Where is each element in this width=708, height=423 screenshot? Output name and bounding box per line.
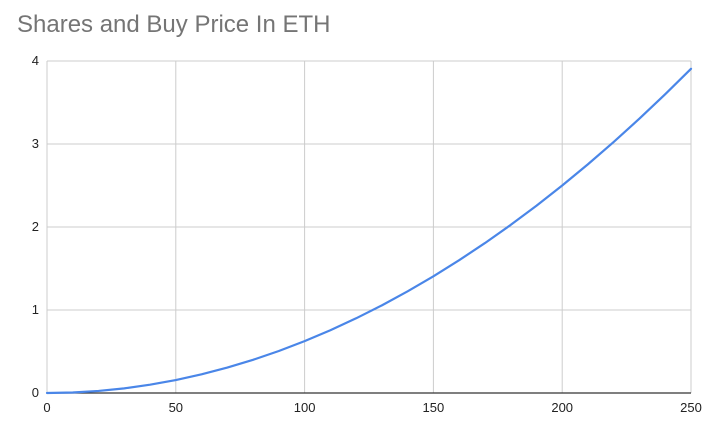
y-tick-label: 2	[32, 219, 39, 234]
x-tick-label: 250	[680, 400, 702, 415]
chart-title: Shares and Buy Price In ETH	[17, 11, 331, 38]
y-tick-label: 0	[32, 385, 39, 400]
y-tick-label: 3	[32, 136, 39, 151]
x-tick-label: 50	[169, 400, 183, 415]
x-tick-label: 100	[294, 400, 316, 415]
x-tick-label: 150	[423, 400, 445, 415]
y-tick-label: 4	[32, 53, 39, 68]
y-tick-label: 1	[32, 302, 39, 317]
x-tick-label: 0	[43, 400, 50, 415]
series-line	[45, 67, 693, 395]
x-tick-label: 200	[551, 400, 573, 415]
